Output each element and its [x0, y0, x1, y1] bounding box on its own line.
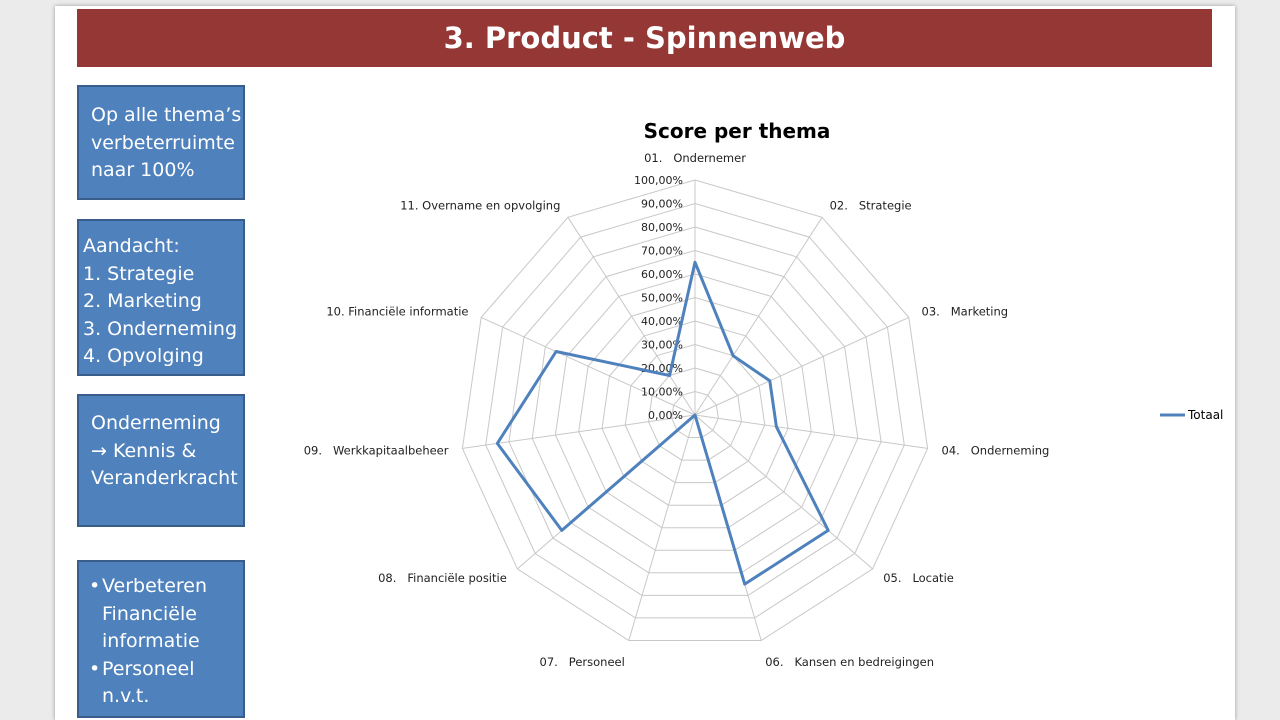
note-line: naar 100% [91, 159, 195, 181]
category-label: 04. Onderneming [942, 443, 1050, 457]
legend-label: Totaal [1187, 408, 1223, 422]
note-line: 4. Opvolging [83, 345, 204, 367]
category-label: 08. Financiële positie [378, 571, 507, 585]
note-line: → Kennis & [91, 439, 197, 462]
category-label: 06. Kansen en bedreigingen [765, 655, 934, 669]
slide-title: 3. Product - Spinnenweb [77, 9, 1212, 67]
tick-label: 70,00% [641, 245, 683, 258]
grid-spoke [480, 316, 696, 416]
grid-spoke [694, 316, 910, 416]
note-box-business: Onderneming → Kennis & Veranderkracht [77, 394, 245, 527]
note-box-improvement: Op alle thema’s verbeterruimte naar 100% [77, 85, 245, 200]
grid-ring [578, 296, 812, 529]
note-line: Verbeteren [102, 575, 208, 597]
slide: 3. Product - Spinnenweb Op alle thema’s … [55, 6, 1235, 720]
grid-ring [671, 390, 719, 438]
grid-ring [624, 343, 766, 484]
radar-chart: Score per thema0,00%10,00%20,00%30,00%40… [304, 119, 1224, 669]
grid-ring [531, 249, 859, 574]
series-line-totaal [495, 260, 830, 586]
note-line: Financiële [102, 602, 197, 625]
grid-ring [461, 179, 929, 641]
grid-ring [485, 202, 905, 619]
category-label: 02. Strategie [830, 199, 912, 213]
bullet-item: • Personeel n.v.t. [89, 656, 243, 711]
grid-ring [554, 273, 836, 551]
note-line: Veranderkracht [91, 467, 238, 489]
category-label: 07. Personeel [540, 655, 625, 669]
chart-title: Score per thema [644, 119, 831, 143]
category-label: 11. Overname en opvolging [400, 199, 560, 213]
note-box-attention: Aandacht: 1. Strategie 2. Marketing 3. O… [77, 219, 245, 376]
note-line: verbeterruimte [91, 131, 235, 154]
grid-spoke [694, 414, 873, 570]
tick-label: 100,00% [634, 174, 683, 187]
grid-spoke [694, 217, 823, 416]
tick-label: 0,00% [648, 409, 683, 422]
bullet-item: • Verbeteren Financiële informatie [89, 573, 243, 656]
tick-label: 50,00% [641, 292, 683, 305]
grid-spoke [628, 414, 696, 641]
note-box-bullets: • Verbeteren Financiële informatie • Per… [77, 560, 245, 718]
grid-ring [647, 367, 743, 461]
grid-ring [601, 320, 789, 506]
tick-label: 30,00% [641, 339, 683, 352]
note-line: informatie [102, 630, 200, 652]
bullet-icon: • [89, 575, 101, 597]
category-label: 03. Marketing [922, 305, 1009, 319]
category-label: 09. Werkkapitaalbeheer [304, 443, 449, 457]
category-label: 10. Financiële informatie [326, 305, 468, 319]
grid-ring [508, 226, 882, 596]
category-label: 05. Locatie [883, 571, 954, 585]
grid-spoke [694, 414, 928, 449]
grid-spoke [462, 414, 696, 449]
note-line: 1. Strategie [83, 262, 195, 285]
tick-label: 80,00% [641, 221, 683, 234]
note-line: Op alle thema’s [91, 104, 242, 126]
note-line: n.v.t. [102, 685, 150, 707]
note-line: 2. Marketing [83, 290, 202, 312]
bullet-icon: • [89, 657, 101, 680]
tick-label: 10,00% [641, 386, 683, 399]
note-line: Personeel [102, 657, 195, 680]
tick-label: 60,00% [641, 268, 683, 281]
tick-label: 40,00% [641, 315, 683, 328]
grid-spoke [567, 217, 696, 416]
note-line: 3. Onderneming [83, 317, 238, 340]
tick-label: 90,00% [641, 198, 683, 211]
note-line: Onderneming [91, 412, 221, 434]
note-line: Aandacht: [83, 235, 180, 257]
category-label: 01. Ondernemer [644, 151, 746, 165]
